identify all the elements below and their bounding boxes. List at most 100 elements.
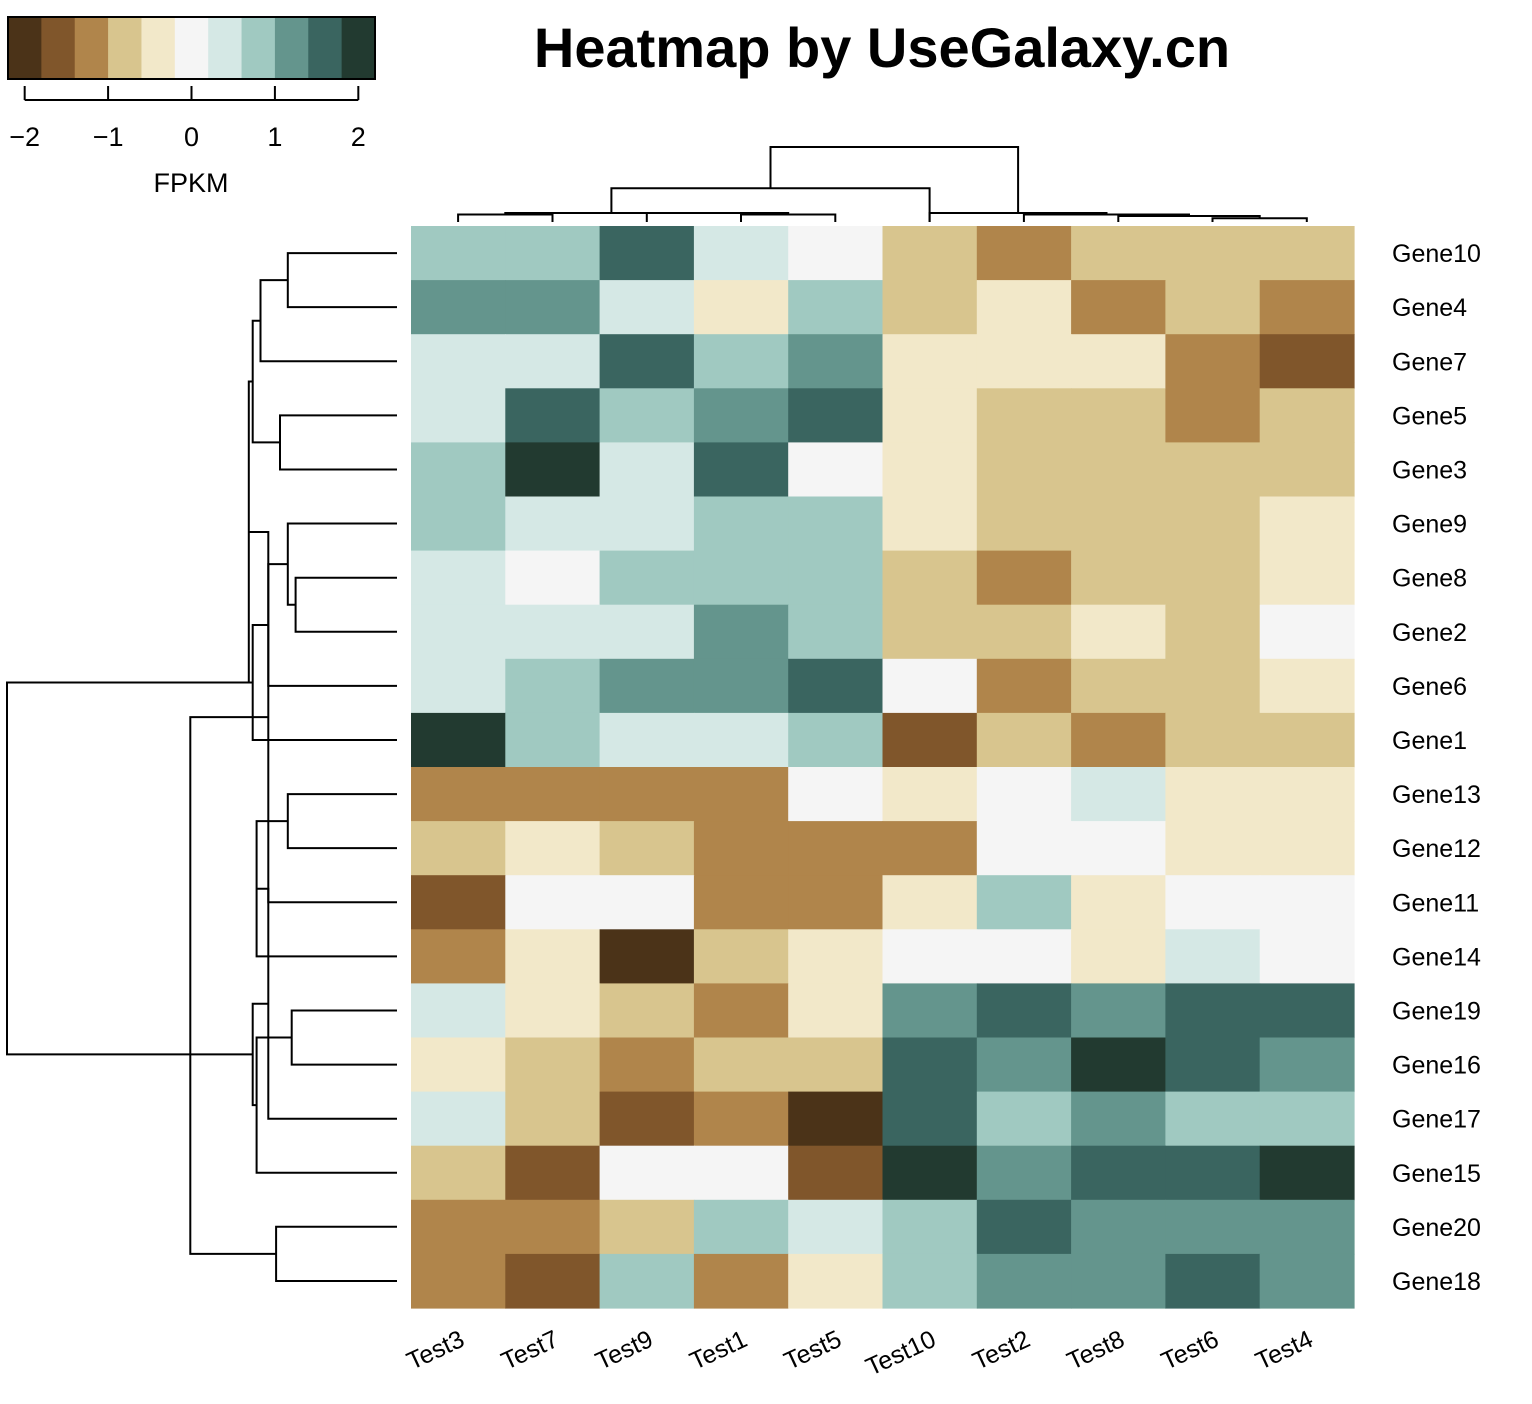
heatmap-cell-gene12-test4 [1259, 821, 1355, 876]
heatmap-cell-gene15-test5 [788, 1145, 884, 1201]
heatmap-cell-gene7-test6 [1165, 334, 1261, 389]
heatmap-cell-gene20-test4 [1259, 1199, 1355, 1255]
column-label: Test9 [591, 1325, 657, 1376]
heatmap-cell-gene12-test5 [788, 821, 884, 876]
heatmap-cell-gene2-test10 [882, 604, 978, 660]
row-label: Gene5 [1392, 402, 1467, 430]
row-dendrogram-link [286, 793, 397, 850]
heatmap-cell-gene17-test8 [1071, 1091, 1166, 1147]
heatmap-cell-gene8-test9 [599, 550, 695, 606]
heatmap-cell-gene7-test3 [411, 334, 506, 389]
heatmap-cell-gene10-test10 [882, 226, 978, 281]
heatmap-cell-gene14-test10 [882, 929, 978, 984]
row-dendrogram-link [255, 1036, 397, 1174]
row-dendrogram-link [251, 1002, 269, 1107]
heatmap-cell-gene17-test2 [976, 1091, 1072, 1147]
color-key-tick-label: 0 [184, 122, 199, 152]
heatmap-cell-gene3-test8 [1071, 442, 1166, 498]
heatmap-cell-gene11-test9 [599, 875, 695, 930]
color-key-frame [7, 16, 376, 80]
heatmap-cell-gene11-test7 [505, 875, 601, 930]
column-dendrogram-link [610, 187, 931, 222]
heatmap-cell-gene14-test6 [1165, 929, 1261, 984]
heatmap-cell-gene15-test10 [882, 1145, 978, 1201]
heatmap-cell-gene12-test10 [882, 821, 978, 876]
row-label: Gene1 [1392, 727, 1467, 755]
heatmap-cell-gene4-test10 [882, 280, 978, 335]
heatmap-cell-gene7-test1 [693, 334, 789, 389]
heatmap-cell-gene19-test3 [411, 983, 506, 1039]
row-label: Gene15 [1392, 1160, 1481, 1188]
heatmap-cell-gene3-test5 [788, 442, 884, 498]
row-label: Gene13 [1392, 781, 1481, 809]
heatmap-cell-gene3-test1 [693, 442, 789, 498]
color-key-swatch [74, 17, 109, 79]
column-dendrogram-link [1211, 217, 1308, 222]
heatmap-cell-gene20-test2 [976, 1199, 1072, 1255]
heatmap-cell-gene20-test8 [1071, 1199, 1166, 1255]
heatmap-cell-gene13-test3 [411, 767, 506, 822]
color-key-label: FPKM [153, 168, 228, 198]
row-label: Gene14 [1392, 943, 1481, 971]
row-dendrogram-link [6, 681, 253, 1056]
heatmap-cell-gene13-test1 [693, 767, 789, 822]
heatmap-cell-gene2-test1 [693, 604, 789, 660]
heatmap-cell-gene6-test3 [411, 658, 506, 714]
heatmap-cell-gene2-test8 [1071, 604, 1166, 660]
heatmap-cell-gene14-test3 [411, 929, 506, 984]
heatmap-cell-gene17-test5 [788, 1091, 884, 1147]
heatmap-cell-gene8-test5 [788, 550, 884, 606]
heatmap-cell-gene12-test8 [1071, 821, 1166, 876]
heatmap-cell-gene14-test2 [976, 929, 1072, 984]
row-dendrogram-link [259, 279, 397, 363]
heatmap-cell-gene20-test3 [411, 1199, 506, 1255]
heatmap-cell-gene5-test3 [411, 388, 506, 443]
column-label: Test7 [497, 1325, 563, 1376]
heatmap-cell-gene11-test6 [1165, 875, 1261, 930]
heatmap-cell-gene13-test10 [882, 767, 978, 822]
heatmap-cell-gene4-test3 [411, 280, 506, 335]
heatmap-cell-gene13-test6 [1165, 767, 1261, 822]
heatmap-cell-gene10-test3 [411, 226, 506, 281]
heatmap-cell-gene15-test7 [505, 1145, 601, 1201]
heatmap-cell-gene5-test1 [693, 388, 789, 443]
heatmap-cell-gene8-test1 [693, 550, 789, 606]
row-label: Gene19 [1392, 998, 1481, 1026]
heatmap-cell-gene4-test5 [788, 280, 884, 335]
heatmap-cell-gene18-test1 [693, 1253, 789, 1309]
heatmap-cell-gene7-test2 [976, 334, 1072, 389]
heatmap-cell-gene12-test7 [505, 821, 601, 876]
heatmap-cell-gene5-test6 [1165, 388, 1261, 443]
heatmap-cell-gene16-test7 [505, 1037, 601, 1093]
heatmap-cell-gene18-test6 [1165, 1253, 1261, 1309]
heatmap-cell-gene8-test4 [1259, 550, 1355, 606]
color-key-tick-label: −1 [93, 122, 124, 152]
heatmap-cell-gene1-test3 [411, 712, 506, 768]
heatmap-cell-gene20-test1 [693, 1199, 789, 1255]
heatmap-cell-gene19-test1 [693, 983, 789, 1039]
heatmap-cell-gene16-test9 [599, 1037, 695, 1093]
row-dendrogram-link [251, 319, 280, 444]
heatmap-cell-gene1-test10 [882, 712, 978, 768]
column-label: Test2 [968, 1325, 1034, 1376]
heatmap-cell-gene1-test4 [1259, 712, 1355, 768]
heatmap-cell-gene10-test7 [505, 226, 601, 281]
heatmap-cell-gene20-test7 [505, 1199, 601, 1255]
heatmap-cell-gene18-test4 [1259, 1253, 1355, 1309]
heatmap-cell-gene6-test6 [1165, 658, 1261, 714]
heatmap-cell-gene11-test4 [1259, 875, 1355, 930]
heatmap-cell-gene18-test8 [1071, 1253, 1166, 1309]
color-key-tick-label: −2 [9, 122, 40, 152]
column-label: Test6 [1157, 1325, 1223, 1376]
heatmap-cell-gene5-test4 [1259, 388, 1355, 443]
heatmap-cell-gene4-test9 [599, 280, 695, 335]
color-key-swatch [108, 17, 142, 79]
column-labels: Test3 Test7 Test9 Test1 Test5 Test10 Test2 Test… [403, 1325, 1318, 1382]
heatmap-cell-gene15-test1 [693, 1145, 789, 1201]
heatmap-cell-gene9-test3 [411, 496, 506, 552]
heatmap-cell-gene17-test10 [882, 1091, 978, 1147]
heatmap-cell-gene1-test8 [1071, 712, 1166, 768]
heatmap-cell-gene13-test7 [505, 767, 601, 822]
heatmap-cell-gene1-test1 [693, 712, 789, 768]
heatmap-cell-gene18-test2 [976, 1253, 1072, 1309]
